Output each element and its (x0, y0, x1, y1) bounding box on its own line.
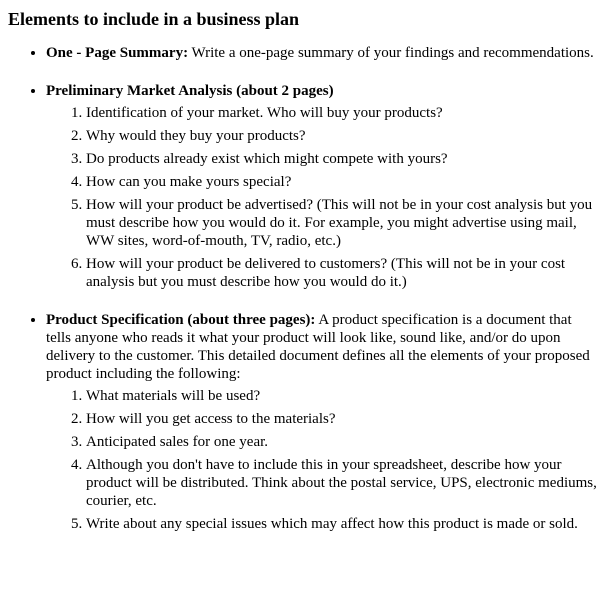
list-item: Do products already exist which might co… (86, 150, 599, 168)
list-item: Write about any special issues which may… (86, 515, 599, 533)
list-item: Although you don't have to include this … (86, 456, 599, 510)
section-text: Write a one-page summary of your finding… (188, 45, 594, 61)
list-item: What materials will be used? (86, 387, 599, 405)
section-preliminary-market-analysis: Preliminary Market Analysis (about 2 pag… (46, 82, 599, 291)
section-one-page-summary: One - Page Summary: Write a one-page sum… (46, 44, 599, 62)
document-page: Elements to include in a business plan O… (0, 0, 599, 533)
section-list: One - Page Summary: Write a one-page sum… (8, 44, 599, 533)
market-analysis-list: Identification of your market. Who will … (46, 104, 599, 291)
section-product-specification: Product Specification (about three pages… (46, 311, 599, 533)
section-heading: One - Page Summary: (46, 45, 189, 61)
list-item: How will your product be delivered to cu… (86, 255, 599, 291)
list-item: How will your product be advertised? (Th… (86, 196, 599, 250)
section-heading: Product Specification (about three pages… (46, 312, 316, 328)
list-item: Anticipated sales for one year. (86, 433, 599, 451)
section-text: A product specification is a document th… (46, 312, 590, 382)
list-item: How will you get access to the materials… (86, 410, 599, 428)
page-title: Elements to include in a business plan (8, 9, 300, 29)
product-specification-list: What materials will be used? How will yo… (46, 387, 599, 533)
section-heading: Preliminary Market Analysis (about 2 pag… (46, 83, 334, 99)
list-item: How can you make yours special? (86, 173, 599, 191)
list-item: Identification of your market. Who will … (86, 104, 599, 122)
list-item: Why would they buy your products? (86, 127, 599, 145)
